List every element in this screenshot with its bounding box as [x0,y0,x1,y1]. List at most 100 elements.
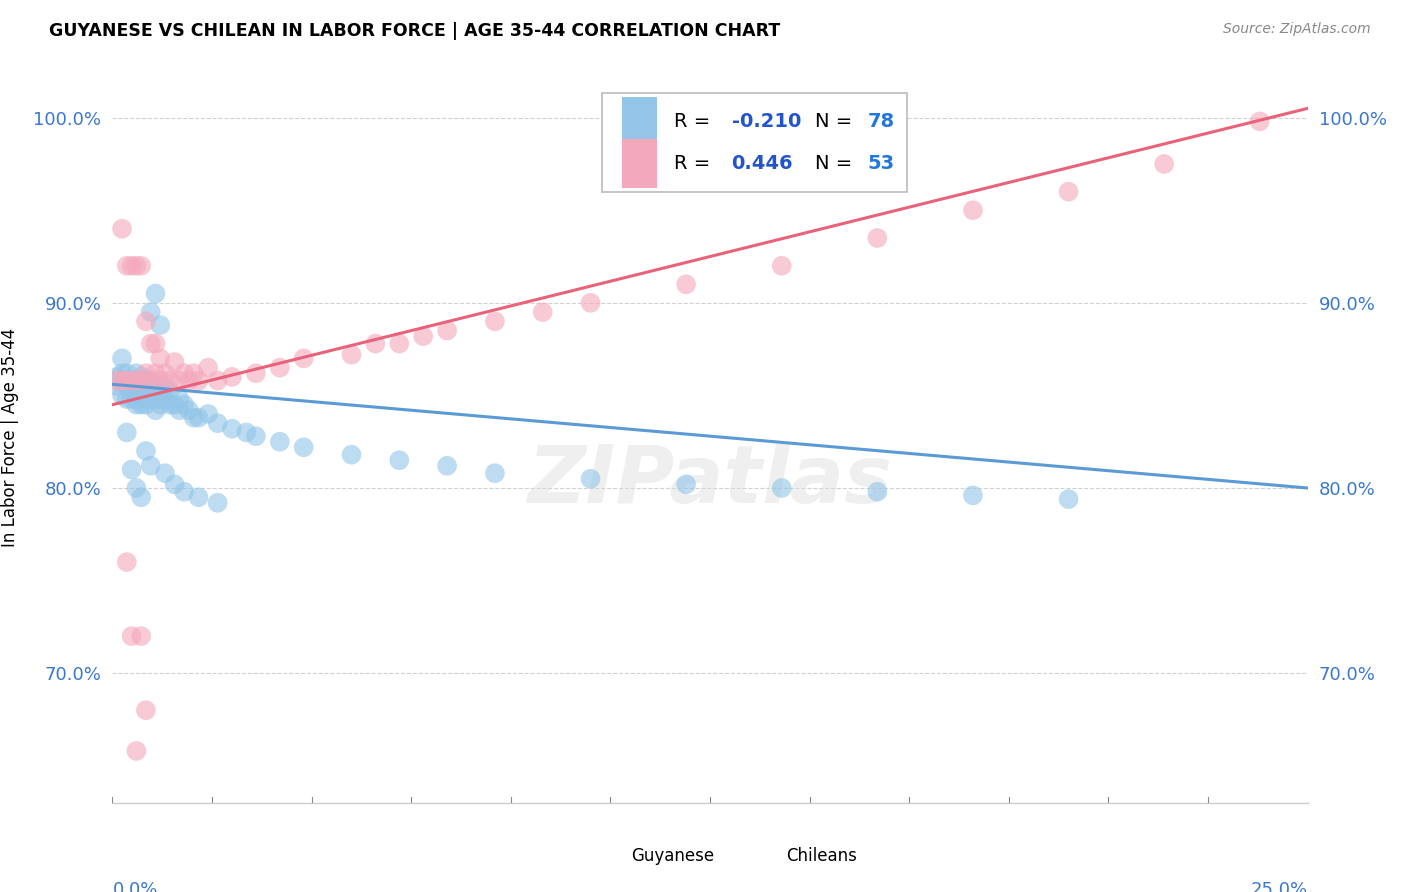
Point [125,481,148,495]
Point [292,351,315,366]
Point [579,472,602,486]
Point [125,392,148,406]
Point [163,355,186,369]
Text: -0.210: -0.210 [731,112,801,131]
Point [139,458,162,473]
Point [340,348,363,362]
Point [221,370,243,384]
Point [139,384,162,399]
Point [135,374,157,388]
Point [145,366,167,380]
Point [135,384,157,399]
Point [149,374,172,388]
Point [115,259,138,273]
Text: N =: N = [815,112,859,131]
Point [207,496,229,510]
Point [177,403,200,417]
Point [135,703,157,717]
Point [111,388,134,402]
Point [125,398,148,412]
Point [121,392,143,406]
Point [187,374,209,388]
Point [197,407,219,421]
Point [149,384,172,399]
Point [221,422,243,436]
Point [135,444,157,458]
Point [115,374,138,388]
Point [207,374,229,388]
Text: 78: 78 [868,112,894,131]
Point [149,392,172,406]
Point [129,374,152,388]
Point [111,374,134,388]
FancyBboxPatch shape [621,139,658,188]
Point [121,384,143,399]
Point [245,429,267,443]
Point [173,484,195,499]
Point [169,403,191,417]
Point [121,374,143,388]
Point [770,481,793,495]
Point [159,374,181,388]
Point [340,448,363,462]
Point [1057,185,1080,199]
Text: 25.0%: 25.0% [1250,880,1308,892]
Point [145,392,167,406]
Point [105,370,128,384]
Point [269,360,291,375]
Point [115,425,138,440]
Point [125,374,148,388]
Point [115,555,138,569]
Point [388,336,411,351]
Point [129,398,152,412]
Point [173,398,195,412]
Point [111,366,134,380]
Point [153,466,176,480]
Point [364,336,387,351]
Point [135,392,157,406]
Text: GUYANESE VS CHILEAN IN LABOR FORCE | AGE 35-44 CORRELATION CHART: GUYANESE VS CHILEAN IN LABOR FORCE | AGE… [49,22,780,40]
Point [129,490,152,504]
Point [145,384,167,399]
Point [125,366,148,380]
Point [129,388,152,402]
Point [962,488,984,502]
Point [149,351,172,366]
Point [129,370,152,384]
Point [187,490,209,504]
Text: 0.446: 0.446 [731,154,793,173]
Point [183,410,205,425]
Point [121,629,143,643]
Point [163,477,186,491]
Point [1249,114,1271,128]
Point [139,305,162,319]
Point [292,440,315,454]
Point [531,305,554,319]
Point [139,392,162,406]
Point [115,366,138,380]
Point [111,221,134,235]
Text: R =: R = [675,154,717,173]
Point [412,329,434,343]
FancyBboxPatch shape [745,846,773,870]
Point [125,374,148,388]
Point [163,398,186,412]
Point [125,744,148,758]
Point [436,324,458,338]
Text: ZIPatlas: ZIPatlas [527,442,893,520]
Point [962,203,984,218]
Point [129,379,152,393]
Point [388,453,411,467]
Point [121,462,143,476]
Text: N =: N = [815,154,859,173]
Point [139,374,162,388]
Point [436,458,458,473]
Point [245,366,267,380]
FancyBboxPatch shape [589,846,619,870]
Point [675,277,697,292]
Point [135,366,157,380]
Point [105,374,128,388]
Point [183,366,205,380]
Point [125,259,148,273]
Point [149,398,172,412]
